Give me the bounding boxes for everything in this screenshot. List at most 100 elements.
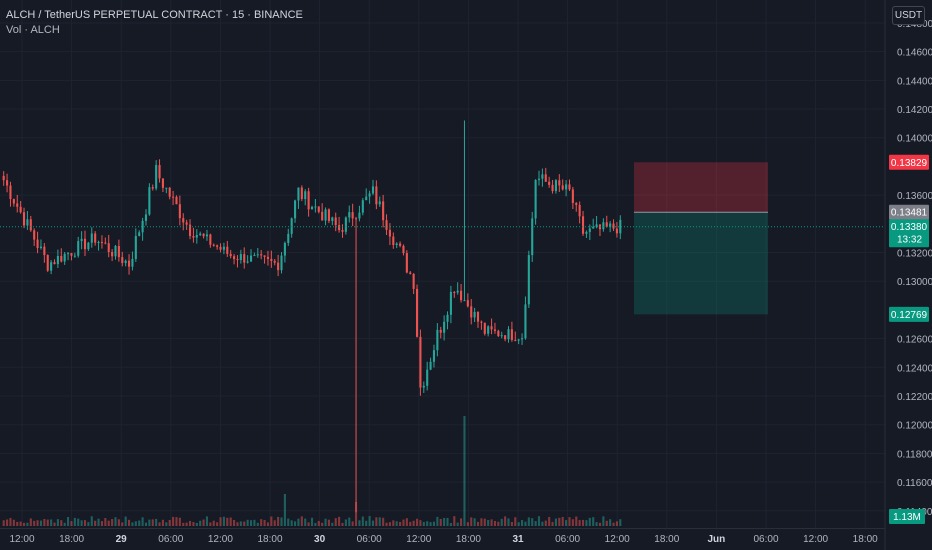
candle-body — [144, 214, 148, 221]
candle-body — [429, 361, 432, 370]
candle-body — [263, 255, 266, 257]
volume-bar — [426, 521, 429, 526]
volume-bar — [80, 520, 83, 526]
candle-body — [473, 311, 476, 318]
volume-bar — [460, 518, 463, 526]
volume-bar — [521, 519, 524, 526]
candle-body — [375, 186, 378, 205]
candle-body — [310, 206, 314, 210]
candle-body — [517, 339, 520, 341]
volume-bar — [571, 519, 574, 526]
candle-body — [277, 262, 280, 271]
volume-bar — [273, 520, 276, 526]
candle-body — [158, 165, 161, 179]
volume-bar — [483, 518, 486, 526]
volume-bar — [12, 519, 15, 526]
volume-bar — [263, 519, 266, 526]
price-tick-label: 0.12400 — [897, 363, 932, 374]
candle-body — [188, 224, 192, 237]
volume-bar — [602, 516, 605, 526]
price-axis[interactable]: 0.148000.146000.144000.142000.140000.136… — [884, 0, 932, 550]
candle-body — [192, 236, 195, 238]
volume-bar — [121, 522, 124, 526]
volume-bar — [36, 520, 39, 526]
volume-bar — [43, 519, 46, 526]
candle-body — [419, 336, 422, 388]
candle-body — [43, 246, 46, 256]
candle-body — [321, 211, 324, 221]
grid-lines — [0, 0, 885, 528]
symbol-title: ALCH / TetherUS PERPETUAL CONTRACT · 15 … — [6, 9, 303, 21]
candle-body — [595, 224, 598, 227]
time-tick-label: 12:00 — [406, 534, 431, 545]
candle-body — [456, 290, 459, 293]
candle-body — [111, 251, 114, 257]
candle-body — [358, 212, 361, 219]
candle-body — [131, 258, 134, 267]
candle-body — [134, 235, 137, 259]
volume-bar — [188, 520, 192, 526]
time-tick-label: 18:00 — [59, 534, 84, 545]
price-tag-bg — [889, 204, 929, 220]
currency-button[interactable]: USDT — [892, 6, 925, 25]
volume-bars — [2, 416, 622, 526]
volume-bar — [141, 517, 144, 526]
candle-body — [94, 233, 97, 243]
candle-body — [453, 291, 456, 293]
time-tick-label: 18:00 — [654, 534, 679, 545]
volume-bar — [436, 516, 439, 526]
candle-body — [524, 304, 527, 339]
candle-body — [307, 191, 310, 210]
volume-bar — [280, 517, 283, 526]
volume-bar — [534, 521, 537, 526]
volume-bar — [178, 517, 181, 526]
volume-bar — [73, 517, 76, 526]
candle-body — [487, 326, 490, 334]
candle-body — [50, 262, 53, 271]
candle-body — [209, 234, 212, 245]
volume-bar — [260, 519, 263, 526]
volume-bar — [402, 519, 405, 526]
candle-body — [443, 321, 446, 333]
volume-bar — [473, 518, 476, 526]
time-tick-label: 06:00 — [555, 534, 580, 545]
volume-bar — [165, 522, 168, 526]
candle-body — [178, 204, 181, 219]
volume-bar — [531, 518, 534, 526]
volume-bar — [453, 516, 456, 526]
candle-body — [182, 218, 185, 223]
candle-body — [229, 253, 232, 257]
volume-bar — [415, 518, 419, 526]
candle-body — [382, 201, 385, 221]
take-profit-zone[interactable] — [634, 212, 768, 315]
candle-body — [243, 254, 246, 263]
volume-bar — [294, 521, 297, 526]
volume-bar — [470, 517, 473, 526]
volume-bar — [361, 516, 364, 526]
volume-bar — [568, 517, 571, 526]
volume-bar — [290, 520, 293, 526]
volume-bar — [524, 521, 527, 526]
candle-body — [331, 217, 334, 221]
candle-body — [568, 184, 571, 190]
candle-body — [87, 242, 90, 250]
volume-bar — [233, 519, 236, 526]
volume-bar — [87, 522, 90, 526]
volume-bar — [338, 516, 341, 526]
candle-body — [612, 223, 615, 229]
volume-bar — [514, 517, 517, 526]
candle-body — [233, 256, 236, 260]
volume-bar — [117, 519, 120, 526]
position-zones[interactable] — [634, 162, 768, 315]
volume-bar — [266, 522, 270, 526]
candle-body — [399, 243, 402, 246]
candle-body — [246, 261, 249, 263]
volume-bar — [67, 517, 70, 526]
volume-bar — [205, 516, 209, 526]
candle-body — [497, 330, 500, 336]
time-axis[interactable]: 12:00 18:00 29 06:00 12:00 18:00 30 06:00 12:00 1… — [0, 528, 885, 546]
stop-loss-zone[interactable] — [634, 162, 768, 213]
candle-body — [500, 335, 503, 337]
volume-bar — [97, 518, 100, 526]
